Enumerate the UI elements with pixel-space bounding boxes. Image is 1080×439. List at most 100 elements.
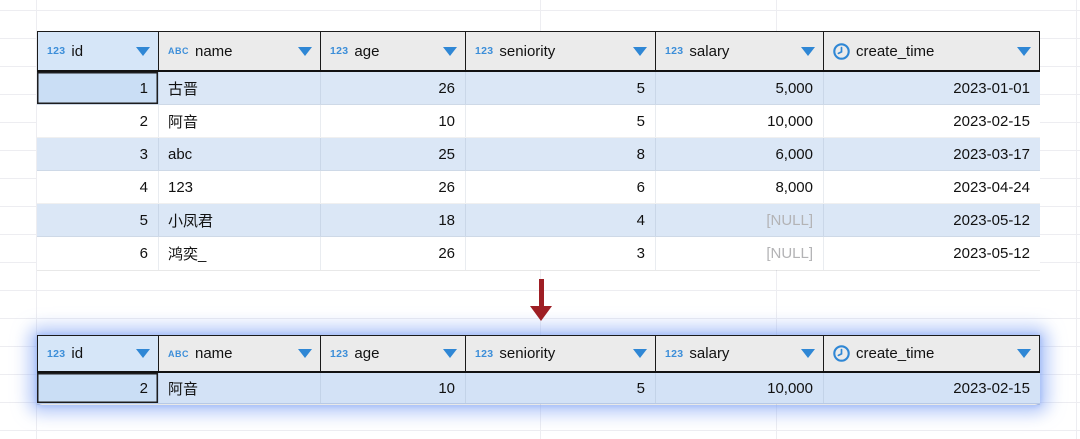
column-header-seniority[interactable]: 123 seniority: [466, 32, 656, 70]
column-header-name[interactable]: ABC name: [159, 32, 321, 70]
filter-dropdown-icon[interactable]: [443, 46, 457, 56]
cell-create-time[interactable]: 2023-02-15: [953, 379, 1030, 397]
cell-name[interactable]: 鸿奕_: [159, 237, 321, 270]
cell-seniority[interactable]: 4: [466, 204, 656, 236]
cell-age[interactable]: 26: [321, 72, 466, 104]
cell-age[interactable]: 26: [321, 171, 466, 203]
filter-dropdown-icon[interactable]: [633, 46, 647, 56]
filter-dropdown-icon[interactable]: [136, 349, 150, 358]
cell-seniority[interactable]: 3: [466, 237, 656, 270]
result-row: 2 阿音 10 5 10,000 2023-02-15: [37, 373, 1040, 404]
down-arrow-icon: [529, 279, 553, 322]
cell-age[interactable]: 26: [321, 237, 466, 270]
column-label: name: [195, 345, 233, 362]
cell-salary-null[interactable]: [NULL]: [656, 204, 824, 236]
cell-salary[interactable]: 10,000: [656, 373, 824, 403]
column-header-salary[interactable]: 123 salary: [656, 32, 824, 70]
filter-dropdown-icon[interactable]: [633, 349, 647, 358]
column-header-id[interactable]: 123 id: [37, 32, 159, 70]
cell-create-time[interactable]: 2023-02-15: [953, 112, 1030, 130]
source-table: 123 id ABC name 123 age 123 seniority 12…: [37, 31, 1040, 271]
cell-create-time[interactable]: 2023-05-12: [953, 211, 1030, 229]
result-table-body: 2 阿音 10 5 10,000 2023-02-15: [37, 373, 1040, 405]
cell-name[interactable]: 古晋: [159, 72, 321, 104]
table-row: 6 鸿奕_ 26 3 [NULL] 2023-05-12: [37, 237, 1040, 270]
cell-seniority[interactable]: 5: [466, 72, 656, 104]
column-label: create_time: [856, 42, 935, 60]
cell-create-time[interactable]: 2023-01-01: [953, 79, 1030, 97]
cell-id[interactable]: 4: [37, 171, 159, 203]
column-label: id: [71, 345, 84, 362]
column-label: id: [71, 42, 84, 60]
numeric-type-icon: 123: [665, 45, 684, 57]
column-header-create-time[interactable]: create_time: [824, 32, 1040, 70]
column-label: seniority: [499, 42, 556, 60]
filter-dropdown-icon[interactable]: [801, 349, 815, 358]
column-label: age: [354, 42, 380, 60]
numeric-type-icon: 123: [475, 347, 494, 360]
column-label: salary: [689, 42, 730, 60]
cell-name[interactable]: 123: [159, 171, 321, 203]
filter-dropdown-icon[interactable]: [1017, 349, 1031, 358]
filter-dropdown-icon[interactable]: [298, 349, 312, 358]
column-header-age[interactable]: 123 age: [321, 336, 466, 371]
cell-seniority[interactable]: 8: [466, 138, 656, 170]
table-row: 5 小凤君 18 4 [NULL] 2023-05-12: [37, 204, 1040, 237]
result-table-highlight: 123 id ABC name 123 age 123 seniority: [37, 335, 1040, 405]
cell-salary[interactable]: 10,000: [656, 105, 824, 137]
column-label: age: [354, 345, 380, 362]
cell-name[interactable]: 阿音: [159, 105, 321, 137]
cell-salary[interactable]: 5,000: [656, 72, 824, 104]
cell-id[interactable]: 5: [37, 204, 159, 236]
cell-create-time[interactable]: 2023-05-12: [953, 245, 1030, 262]
cell-age[interactable]: 10: [321, 373, 466, 403]
cell-id[interactable]: 6: [37, 237, 159, 270]
background-gridline: [36, 0, 37, 439]
filter-dropdown-icon[interactable]: [443, 349, 457, 358]
column-label: seniority: [499, 345, 556, 362]
numeric-type-icon: 123: [47, 45, 66, 57]
cell-id[interactable]: 2: [37, 373, 159, 403]
column-header-age[interactable]: 123 age: [321, 32, 466, 70]
cell-id[interactable]: 3: [37, 138, 159, 170]
filter-dropdown-icon[interactable]: [1017, 46, 1031, 56]
numeric-type-icon: 123: [47, 347, 66, 360]
numeric-type-icon: 123: [475, 45, 494, 57]
column-header-id[interactable]: 123 id: [37, 336, 159, 371]
cell-age[interactable]: 10: [321, 105, 466, 137]
numeric-type-icon: 123: [330, 347, 349, 360]
source-table-header-row: 123 id ABC name 123 age 123 seniority 12…: [37, 31, 1040, 72]
clock-icon: [833, 345, 850, 362]
cell-seniority[interactable]: 5: [466, 373, 656, 403]
cell-seniority[interactable]: 6: [466, 171, 656, 203]
cell-name[interactable]: abc: [159, 138, 321, 170]
cell-id[interactable]: 1: [37, 72, 159, 104]
column-header-salary[interactable]: 123 salary: [656, 336, 824, 371]
string-type-icon: ABC: [168, 348, 189, 359]
table-row: 1 古晋 26 5 5,000 2023-01-01: [37, 72, 1040, 105]
cell-name[interactable]: 小凤君: [159, 204, 321, 236]
cell-salary-null[interactable]: [NULL]: [656, 237, 824, 270]
filter-dropdown-icon[interactable]: [136, 46, 150, 56]
column-label: create_time: [856, 345, 935, 362]
cell-seniority[interactable]: 5: [466, 105, 656, 137]
filter-dropdown-icon[interactable]: [801, 46, 815, 56]
cell-create-time[interactable]: 2023-04-24: [953, 178, 1030, 196]
cell-name[interactable]: 阿音: [159, 373, 321, 403]
column-header-create-time[interactable]: create_time: [824, 336, 1040, 371]
clock-icon: [833, 42, 850, 60]
background-gridline: [1076, 0, 1077, 439]
cell-id[interactable]: 2: [37, 105, 159, 137]
cell-salary[interactable]: 8,000: [656, 171, 824, 203]
cell-create-time[interactable]: 2023-03-17: [953, 145, 1030, 163]
cell-age[interactable]: 25: [321, 138, 466, 170]
string-type-icon: ABC: [168, 46, 189, 56]
cell-salary[interactable]: 6,000: [656, 138, 824, 170]
column-label: salary: [689, 345, 730, 362]
column-header-name[interactable]: ABC name: [159, 336, 321, 371]
cell-age[interactable]: 18: [321, 204, 466, 236]
column-label: name: [195, 42, 233, 60]
filter-dropdown-icon[interactable]: [298, 46, 312, 56]
column-header-seniority[interactable]: 123 seniority: [466, 336, 656, 371]
result-table-header-row: 123 id ABC name 123 age 123 seniority: [37, 335, 1040, 373]
